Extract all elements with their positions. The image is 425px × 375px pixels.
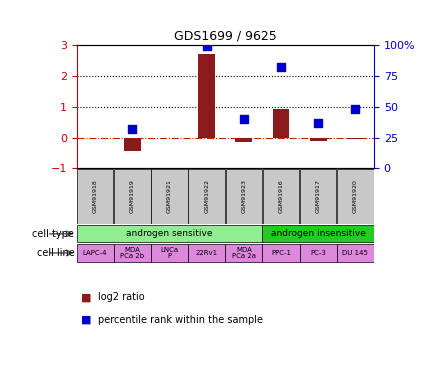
Bar xyxy=(273,109,289,138)
Bar xyxy=(337,169,374,224)
Bar xyxy=(262,244,300,262)
Bar xyxy=(300,169,337,224)
Text: cell line: cell line xyxy=(37,248,74,258)
Bar xyxy=(151,169,188,224)
Bar xyxy=(263,169,299,224)
Bar xyxy=(235,138,252,142)
Bar xyxy=(188,169,225,224)
Text: GSM91918: GSM91918 xyxy=(93,180,98,213)
Text: GSM91923: GSM91923 xyxy=(241,179,246,213)
Point xyxy=(315,120,322,126)
Point xyxy=(129,126,136,132)
Text: GSM91917: GSM91917 xyxy=(316,179,321,213)
Text: PC-3: PC-3 xyxy=(310,250,326,256)
Bar xyxy=(188,244,225,262)
Bar xyxy=(225,244,262,262)
Text: ■: ■ xyxy=(81,315,91,325)
Bar xyxy=(124,138,141,152)
Bar xyxy=(76,225,262,243)
Title: GDS1699 / 9625: GDS1699 / 9625 xyxy=(174,30,277,42)
Text: MDA
PCa 2a: MDA PCa 2a xyxy=(232,247,256,259)
Text: PPC-1: PPC-1 xyxy=(271,250,291,256)
Bar xyxy=(77,169,113,224)
Point xyxy=(352,106,359,112)
Bar xyxy=(113,244,151,262)
Point xyxy=(241,116,247,122)
Bar xyxy=(198,54,215,138)
Bar xyxy=(114,169,150,224)
Text: percentile rank within the sample: percentile rank within the sample xyxy=(98,315,263,325)
Text: GSM91916: GSM91916 xyxy=(278,180,283,213)
Text: 22Rv1: 22Rv1 xyxy=(196,250,218,256)
Text: log2 ratio: log2 ratio xyxy=(98,292,144,303)
Bar xyxy=(76,244,113,262)
Bar xyxy=(226,169,262,224)
Point xyxy=(203,43,210,49)
Text: ■: ■ xyxy=(81,292,91,303)
Point xyxy=(278,64,284,70)
Text: DU 145: DU 145 xyxy=(343,250,368,256)
Text: LNCa
P: LNCa P xyxy=(160,247,178,259)
Bar xyxy=(300,244,337,262)
Text: LAPC-4: LAPC-4 xyxy=(83,250,108,256)
Bar xyxy=(347,138,364,139)
Text: GSM91922: GSM91922 xyxy=(204,179,209,213)
Bar xyxy=(337,244,374,262)
Text: GSM91921: GSM91921 xyxy=(167,179,172,213)
Text: GSM91920: GSM91920 xyxy=(353,179,358,213)
Bar xyxy=(310,138,326,141)
Bar xyxy=(151,244,188,262)
Text: androgen insensitive: androgen insensitive xyxy=(271,230,366,238)
Text: MDA
PCa 2b: MDA PCa 2b xyxy=(120,247,144,259)
Text: GSM91919: GSM91919 xyxy=(130,179,135,213)
Bar xyxy=(262,225,374,243)
Text: cell type: cell type xyxy=(32,229,74,239)
Text: androgen sensitive: androgen sensitive xyxy=(126,230,213,238)
